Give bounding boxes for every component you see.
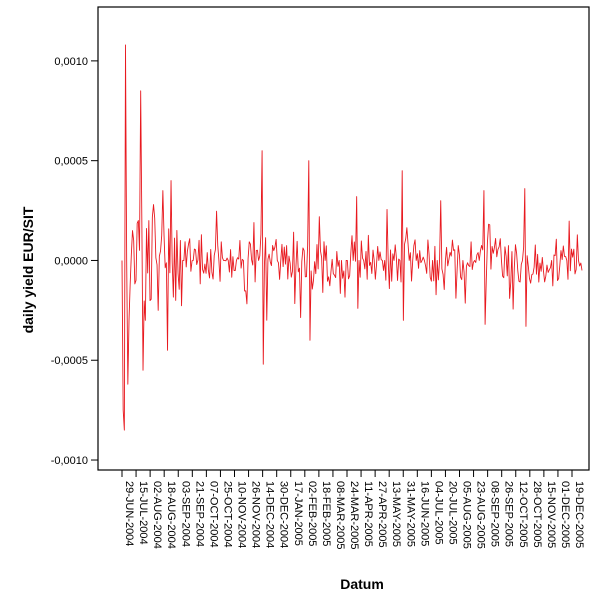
x-tick-label: 18-AUG-2004 xyxy=(165,481,177,549)
x-tick-label: 25-OCT-2004 xyxy=(221,481,233,548)
x-tick-label: 10-NOV-2004 xyxy=(236,481,248,548)
x-tick-label: 17-JAN-2005 xyxy=(292,481,304,546)
x-tick-label: 26-NOV-2004 xyxy=(250,481,262,548)
x-tick-label: 04-JUL-2005 xyxy=(432,481,444,545)
x-tick-label: 21-SEP-2004 xyxy=(193,481,205,547)
y-tick-label: 0,0010 xyxy=(54,56,88,68)
x-tick-label: 13-MAY-2005 xyxy=(390,481,402,547)
x-tick-label: 15-JUL-2004 xyxy=(137,481,149,545)
x-tick-label: 08-MAR-2005 xyxy=(334,481,346,549)
x-tick-label: 02-AUG-2004 xyxy=(151,481,163,549)
x-tick-label: 08-SEP-2005 xyxy=(489,481,501,547)
x-tick-label: 12-OCT-2005 xyxy=(517,481,529,548)
series-layer xyxy=(121,44,583,431)
x-tick-label: 05-AUG-2005 xyxy=(461,481,473,549)
x-tick-label: 27-APR-2005 xyxy=(376,481,388,548)
x-tick-label: 30-DEC-2004 xyxy=(278,481,290,548)
x-tick-label: 29-JUN-2004 xyxy=(123,481,135,546)
x-axis: 29-JUN-2004 15-JUL-2004 02-AUG-2004 18-AUG-… xyxy=(121,470,585,549)
x-tick-label: 24-MAR-2005 xyxy=(348,481,360,549)
x-tick-label: 01-DEC-2005 xyxy=(559,481,571,548)
x-tick-label: 07-OCT-2004 xyxy=(207,481,219,548)
y-axis: -0,0010 -0,0005 0,0000 0,0005 0,0010 xyxy=(51,56,98,467)
y-tick-label: -0,0005 xyxy=(51,355,88,367)
x-tick-label: 14-DEC-2004 xyxy=(264,481,276,548)
series-line-daily-yield xyxy=(121,44,583,431)
x-tick-label: 23-AUG-2005 xyxy=(475,481,487,549)
x-tick-label: 15-NOV-2005 xyxy=(545,481,557,548)
x-tick-label: 26-SEP-2005 xyxy=(503,481,515,547)
x-tick-label: 16-JUN-2005 xyxy=(418,481,430,546)
x-tick-label: 02-FEB-2005 xyxy=(306,481,318,546)
x-tick-label: 20-JUL-2005 xyxy=(446,481,458,545)
y-tick-label: -0,0010 xyxy=(51,455,88,467)
x-tick-label: 11-APR-2005 xyxy=(362,481,374,547)
x-tick-label: 19-DEC-2005 xyxy=(573,481,585,548)
x-tick-label: 28-OCT-2005 xyxy=(531,481,543,548)
y-axis-title: daily yield EUR/SIT xyxy=(20,206,36,333)
x-tick-label: 18-FEB-2005 xyxy=(320,481,332,546)
y-tick-label: 0,0005 xyxy=(54,156,88,168)
x-tick-label: 03-SEP-2004 xyxy=(179,481,191,547)
y-tick-label: 0,0000 xyxy=(54,255,88,267)
plot-frame xyxy=(97,6,590,471)
x-axis-title: Datum xyxy=(340,576,384,592)
x-tick-label: 31-MAY-2005 xyxy=(404,481,416,547)
